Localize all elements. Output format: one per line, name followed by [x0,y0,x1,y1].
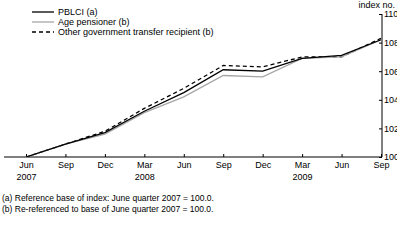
x-tick: Dec [255,154,272,170]
x-tick-label: Dec [255,160,272,170]
footnote: (b) Re-referenced to base of June quarte… [2,204,213,214]
x-tick-mark [105,154,106,157]
x-tick-label-line: Jun [177,160,192,170]
y-tick-mark [379,157,382,158]
x-tick-label: Dec [97,160,114,170]
y-tick: 100 [379,152,397,162]
y-tick-label: 104 [384,95,397,105]
x-tick-label: Jun [177,160,192,170]
y-tick: 106 [379,67,397,77]
legend-label: PBLCI (a) [58,7,98,17]
x-tick-mark [65,154,66,157]
y-tick-mark [379,100,382,101]
x-tick-label-line: Dec [255,160,272,170]
x-tick: Mar 2008 [135,154,155,182]
y-axis-line [382,14,383,157]
legend-swatch [32,11,54,12]
lines [26,38,381,157]
y-tick-mark [379,14,382,15]
y-tick-label: 108 [384,38,397,48]
y-tick-mark [379,128,382,129]
x-tick-label-line: Dec [97,160,114,170]
x-tick-label-line: Jun [335,160,350,170]
y-tick-label: 100 [384,152,397,162]
x-tick: Mar 2009 [293,154,313,182]
x-axis: Jun2007SepDecMar2008JunSepDecMar2009JunS… [4,154,390,182]
series-line [26,40,381,157]
x-tick-label-line: Sep [58,160,74,170]
y-axis: 100 102 104 106 108 110 [379,9,397,162]
y-tick-label: 106 [384,67,397,77]
x-tick: Jun 2007 [16,154,36,182]
x-tick-label-line: 2008 [135,172,155,182]
x-tick-label: Sep [58,160,74,170]
legend-label: Age pensioner (b) [58,17,130,27]
x-tick-label-line: 2009 [293,172,313,182]
legend-item: PBLCI (a) [32,7,98,17]
legend-label: Other government transfer recipient (b) [58,27,214,37]
x-tick: Sep [216,154,232,170]
legend-item: Other government transfer recipient (b) [32,27,214,37]
x-tick-label: Jun [335,160,350,170]
y-tick: 110 [379,9,397,19]
x-tick-mark [263,154,264,157]
x-tick-label: Sep [216,160,232,170]
x-axis-line [4,157,382,158]
y-axis-title: index no. [358,0,395,10]
x-tick-label: Mar 2009 [293,160,313,181]
x-tick-mark [184,154,185,157]
y-tick: 102 [379,124,397,134]
x-tick-mark [302,154,303,157]
series-line [26,38,381,157]
legend-item: Age pensioner (b) [32,17,130,27]
legend-swatch [32,31,54,32]
y-tick-label: 102 [384,124,397,134]
series-line [26,40,381,157]
legend: PBLCI (a)Age pensioner (b)Other governme… [32,7,214,37]
y-tick-mark [379,71,382,72]
x-tick: Jun [177,154,192,170]
x-tick-label-line: Sep [216,160,232,170]
x-tick-label: Mar 2008 [135,160,155,181]
x-tick-label-line: Jun [19,160,34,170]
chart: Jun2007SepDecMar2008JunSepDecMar2009JunS… [0,0,397,227]
x-tick-label-line: Mar [295,160,311,170]
footnote: (a) Reference base of index: June quarte… [2,193,214,203]
y-tick: 104 [379,95,397,105]
x-tick: Sep [58,154,74,170]
x-tick: Jun [335,154,350,170]
x-tick-mark [342,154,343,157]
y-tick-mark [379,43,382,44]
x-tick-label: Jun 2007 [16,160,36,181]
y-tick: 108 [379,38,397,48]
legend-swatch [32,21,54,22]
x-tick-mark [223,154,224,157]
x-tick: Dec [97,154,114,170]
x-tick-mark [144,154,145,157]
x-tick-label-line: Mar [137,160,153,170]
x-tick-label-line: 2007 [16,172,36,182]
y-tick-label: 110 [384,9,397,19]
